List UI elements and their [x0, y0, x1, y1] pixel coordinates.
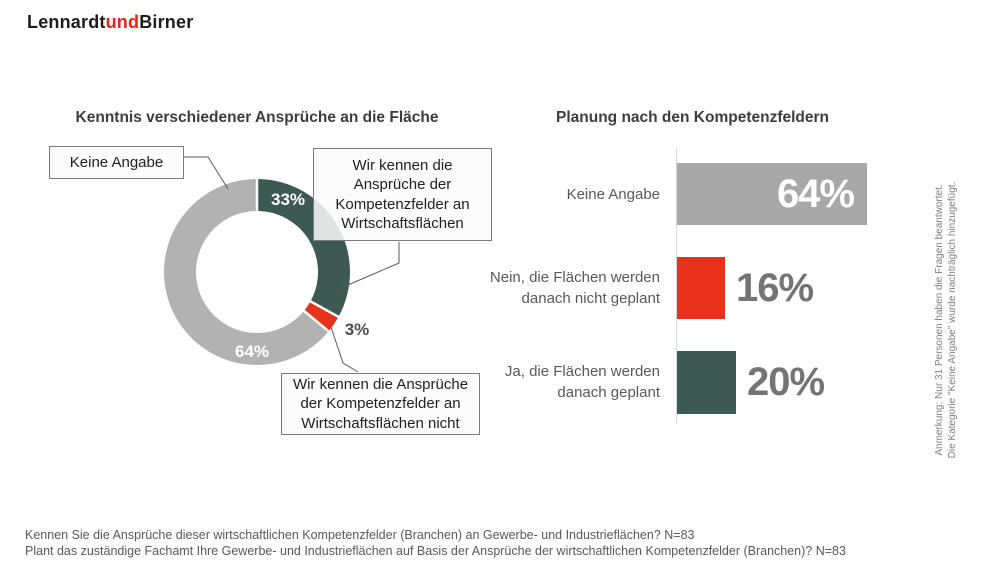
bar-category-ja: Ja, die Flächen werden danach geplant: [504, 363, 660, 401]
callout-keine-angabe: Keine Angabe: [49, 146, 184, 179]
bar-chart-axis: [676, 148, 677, 425]
bar-value-20: 20%: [747, 360, 825, 404]
bar-value-64: 64%: [776, 171, 855, 216]
footnote-1: Kennen Sie die Ansprüche dieser wirtscha…: [25, 528, 695, 542]
callout-kennen-ansprueche: Wir kennen die Ansprüche der Kompetenzfe…: [313, 148, 492, 241]
bar-keine-angabe: 64%: [677, 163, 867, 225]
callout-kennen-nicht: Wir kennen die Ansprüche der Kompetenzfe…: [281, 373, 480, 435]
logo-part-2: und: [105, 12, 140, 32]
donut-label-64: 64%: [234, 342, 270, 361]
donut-segment-gap: [302, 309, 331, 333]
donut-label-33: 33%: [270, 190, 306, 209]
bar-row-ja: 20%: [677, 351, 825, 414]
donut-label-3: 3%: [344, 320, 370, 339]
bar-category-nein: Nein, die Flächen werden danach nicht ge…: [489, 269, 660, 307]
bar-row-nein: 16%: [677, 257, 814, 319]
donut-segment-1: [304, 301, 339, 332]
donut-segment-2: [164, 179, 329, 365]
side-annotation-line-2: Die Kategorie "Keine Angabe" wurde nacht…: [947, 181, 958, 459]
donut-chart-title: Kenntnis verschiedener Ansprüche an die …: [75, 109, 439, 126]
donut-segment-gap: [308, 299, 340, 319]
footnote-2: Plant das zuständige Fachamt Ihre Gewerb…: [25, 544, 846, 558]
logo-part-1: Lennardt: [27, 12, 106, 32]
logo-part-3: Birner: [139, 12, 194, 32]
bar-ja: [677, 351, 736, 414]
bar-chart-title: Planung nach den Kompetenzfeldern: [556, 109, 829, 126]
company-logo: LennardtundBirner: [27, 12, 193, 33]
side-annotation-line-1: Anmerkung: Nur 31 Personen haben die Fra…: [934, 184, 945, 456]
bar-nein: [677, 257, 725, 319]
side-annotation: Anmerkung: Nur 31 Personen haben die Fra…: [933, 140, 959, 500]
footnotes: Kennen Sie die Ansprüche dieser wirtscha…: [25, 527, 846, 559]
bar-row-keine-angabe: 64%: [677, 163, 867, 225]
bar-category-keine-angabe: Keine Angabe: [566, 186, 660, 203]
bar-value-16: 16%: [736, 265, 814, 310]
